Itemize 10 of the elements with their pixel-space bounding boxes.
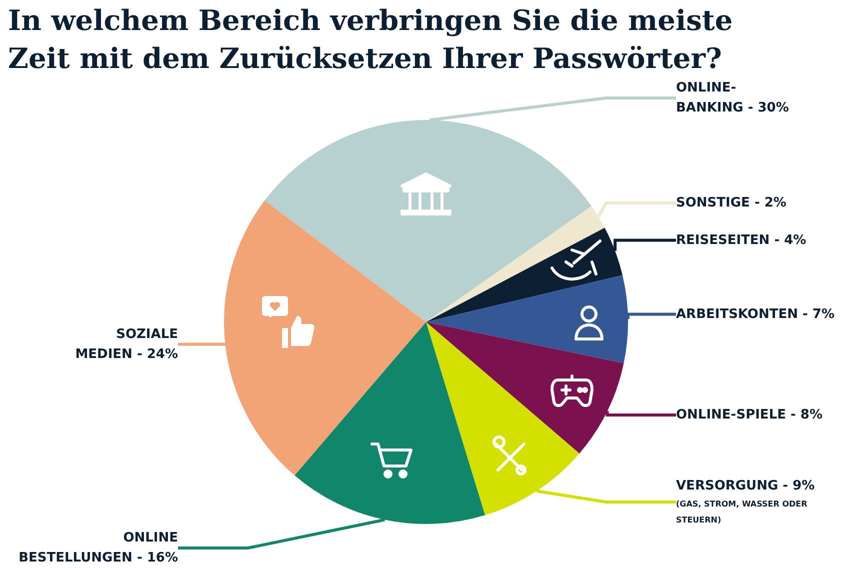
slice-label: VERSORGUNG - 9% — [676, 478, 815, 494]
slice-label: ONLINE-SPIELE - 8% — [676, 408, 822, 423]
text: (GAS, STROM, WASSER ODER STEUERN) — [676, 500, 808, 524]
slice-label: SONSTIGE - 2% — [676, 195, 786, 210]
slice-label: ARBEITSKONTEN - 7% — [676, 306, 834, 322]
chart-title: In welchem Bereich verbringen Sie die meiste Zeit mit dem Zurücksetzen Ihrer Passwörter? — [8, 3, 733, 77]
slice-label: REISESEITEN - 4% — [676, 232, 806, 248]
slice-label: ONLINE BESTELLUNGEN - 16% — [18, 530, 178, 566]
slice-label: ONLINE- BANKING - 30% — [676, 80, 789, 116]
slice-label: SOZIALE MEDIEN - 24% — [75, 326, 178, 362]
